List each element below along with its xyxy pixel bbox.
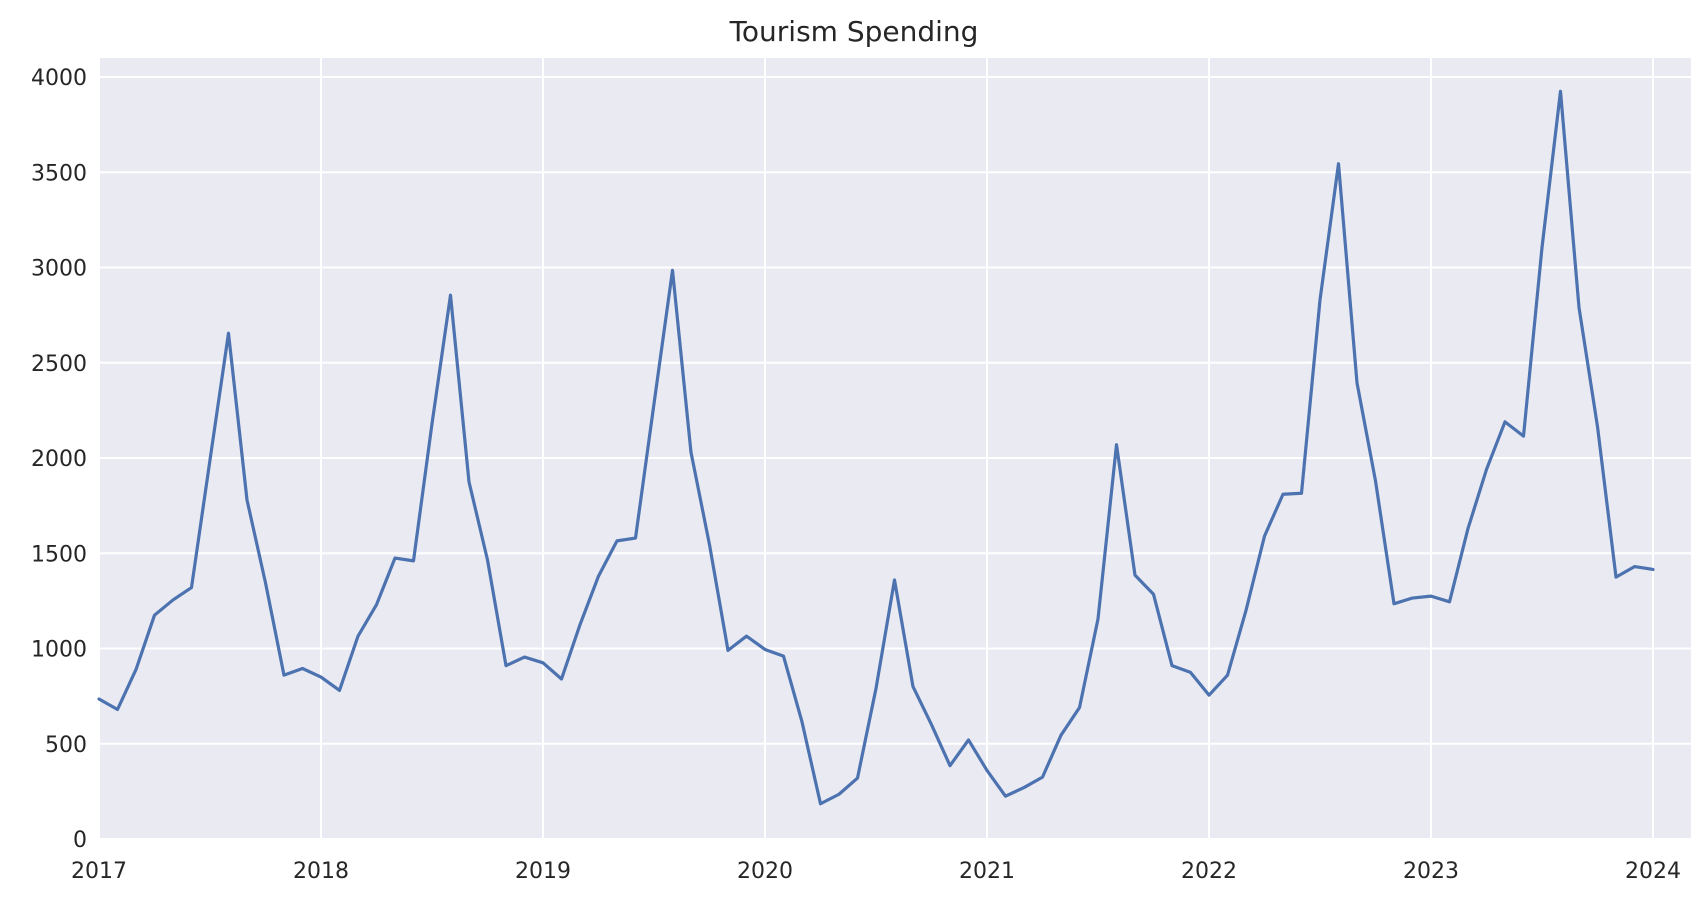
y-tick-label: 3000	[31, 257, 87, 282]
x-tick-label: 2024	[1625, 859, 1681, 884]
y-tick-label: 4000	[31, 66, 87, 91]
y-tick-label: 2000	[31, 447, 87, 472]
y-tick-label: 0	[73, 828, 87, 853]
x-tick-label: 2021	[959, 859, 1015, 884]
chart-title: Tourism Spending	[729, 15, 979, 48]
y-tick-label: 2500	[31, 352, 87, 377]
y-tick-label: 3500	[31, 161, 87, 186]
plot-area	[99, 58, 1691, 839]
x-tick-label: 2017	[71, 859, 127, 884]
x-tick-label: 2023	[1403, 859, 1459, 884]
y-axis-ticks: 0 500 1000 1500 2000 2500 3000 3500 4000	[31, 66, 87, 853]
y-tick-label: 1500	[31, 542, 87, 567]
x-tick-label: 2018	[293, 859, 349, 884]
y-tick-label: 1000	[31, 638, 87, 663]
grid-lines	[98, 58, 1691, 840]
series-line	[97, 89, 1655, 806]
x-tick-label: 2020	[737, 859, 793, 884]
y-tick-label: 500	[45, 733, 87, 758]
x-axis-ticks: 2017 2018 2019 2020 2021 2022 2023 2024	[71, 859, 1681, 884]
x-tick-label: 2022	[1181, 859, 1237, 884]
series-lines	[97, 89, 1655, 806]
x-tick-label: 2019	[515, 859, 571, 884]
